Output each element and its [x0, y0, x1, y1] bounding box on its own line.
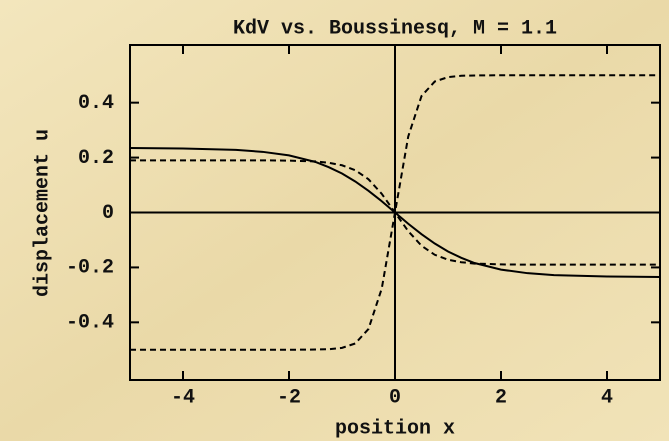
- x-tick-label: 2: [495, 386, 507, 409]
- y-tick-label: 0.4: [78, 92, 114, 115]
- x-tick-label: -2: [277, 386, 301, 409]
- x-tick-label: -4: [171, 386, 195, 409]
- y-axis-label: displacement u: [31, 129, 54, 297]
- y-tick-label: -0.4: [66, 312, 114, 335]
- x-tick-label: 0: [389, 386, 401, 409]
- x-tick-label: 4: [601, 386, 613, 409]
- y-tick-label: 0.2: [78, 147, 114, 170]
- y-tick-label: 0: [102, 202, 114, 225]
- y-tick-label: -0.2: [66, 257, 114, 280]
- series-line: [130, 74, 660, 351]
- x-axis-label: position x: [335, 417, 455, 440]
- chart-title: KdV vs. Boussinesq, M = 1.1: [233, 17, 557, 40]
